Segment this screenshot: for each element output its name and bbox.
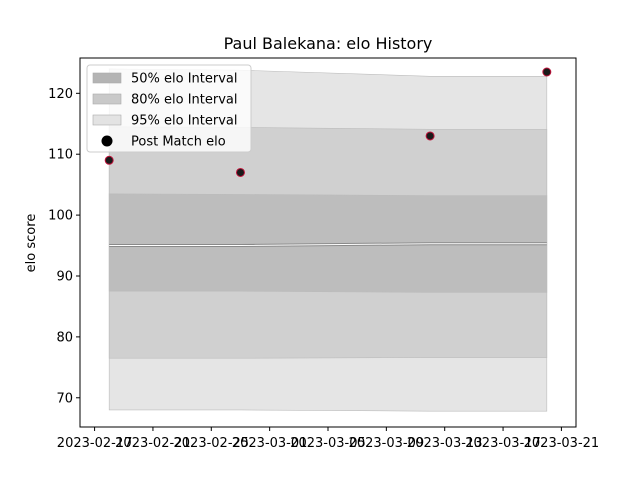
mean-line-inner <box>109 243 547 247</box>
y-axis-title: elo score <box>24 214 39 273</box>
x-tick-label-5: 2023-03-09 <box>349 436 425 451</box>
y-tick-label-4: 110 <box>48 148 73 163</box>
legend-label-2: 95% elo Interval <box>131 114 238 129</box>
x-tick-label-0: 2023-02-17 <box>57 436 133 451</box>
legend-swatch-0 <box>92 72 122 84</box>
data-point-3 <box>542 67 552 77</box>
legend-label-0: 50% elo Interval <box>131 72 238 87</box>
axes: 7080901001101202023-02-172023-02-212023-… <box>48 57 600 451</box>
x-tick-label-7: 2023-03-17 <box>465 436 541 451</box>
plot-area <box>104 67 552 412</box>
data-point-0 <box>104 155 114 165</box>
legend-label-3: Post Match elo <box>131 135 226 150</box>
y-tick-label-1: 80 <box>56 330 73 345</box>
legend-swatch-2 <box>92 114 122 126</box>
x-tick-label-4: 2023-03-05 <box>290 436 366 451</box>
legend-label-1: 80% elo Interval <box>131 93 238 108</box>
interval-band-2 <box>108 193 548 293</box>
legend-swatch-1 <box>92 93 122 105</box>
x-tick-label-8: 2023-03-21 <box>524 436 600 451</box>
x-tick-label-2: 2023-02-25 <box>174 436 250 451</box>
legend-box <box>86 64 252 153</box>
data-point-2 <box>425 131 435 141</box>
data-point-1 <box>235 167 245 177</box>
legend-marker-3 <box>101 135 113 147</box>
x-tick-label-3: 2023-03-01 <box>232 436 308 451</box>
y-tick-label-2: 90 <box>56 269 73 284</box>
legend: 50% elo Interval 80% elo Interval 95% elo … <box>86 64 252 153</box>
chart-title: Paul Balekana: elo History <box>224 34 433 53</box>
y-tick-label-0: 70 <box>56 391 73 406</box>
x-tick-label-6: 2023-03-13 <box>407 436 483 451</box>
x-tick-label-1: 2023-02-21 <box>115 436 191 451</box>
y-tick-label-5: 120 <box>48 87 73 102</box>
y-tick-label-3: 100 <box>48 209 73 224</box>
